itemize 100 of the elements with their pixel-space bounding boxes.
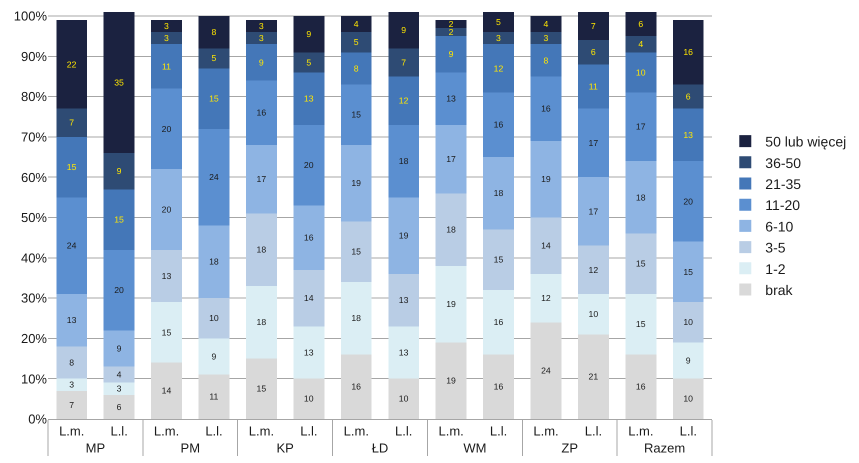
x-tick-label: L.l. [680,424,697,439]
data-label: 5 [354,37,359,48]
bar [578,12,609,40]
bar [56,197,88,294]
bar [388,12,420,48]
bar [530,140,562,218]
data-label: 10 [304,394,314,404]
data-label: 16 [541,104,551,114]
data-label: 6 [638,18,644,29]
bar [151,88,182,170]
bar [388,326,420,379]
legend-label: 1-2 [765,260,786,277]
data-label: 19 [446,376,456,386]
y-tick-label: 30% [20,290,48,306]
data-label: 11 [209,392,219,402]
bar [293,270,324,326]
data-label: 13 [304,347,314,358]
bar [246,32,277,44]
x-tick-label: L.m. [533,424,559,439]
data-label: 15 [351,110,362,120]
data-label: 18 [351,313,362,324]
bar [436,124,467,194]
bar [104,250,135,330]
data-label: 10 [588,309,598,320]
bar [388,48,420,76]
bar [625,294,656,355]
data-label: 3 [496,33,502,44]
text: Razem [644,440,686,456]
bar [104,382,135,395]
data-label: 13 [683,130,694,140]
data-label: 24 [66,240,77,251]
bar [340,144,372,222]
data-label: 9 [258,57,264,68]
bar [56,346,88,379]
data-label: 20 [683,196,694,206]
data-label: 15 [636,258,646,269]
data-label: 15 [162,327,172,338]
bar [436,28,467,36]
data-label: 10 [683,394,694,404]
data-label: 11 [588,81,598,92]
bar [198,68,230,129]
data-label: 12 [588,264,598,275]
x-tick-label: L.m. [59,424,84,439]
data-label: 16 [494,317,504,328]
data-label: 12 [398,96,409,106]
bar [340,84,372,145]
bar [104,12,135,154]
legend-label: 21-35 [765,176,802,192]
bar [340,354,372,419]
bar [530,16,562,32]
data-label: 17 [446,154,456,164]
x-tick-label: L.l. [395,424,412,439]
data-label: 8 [543,55,548,66]
data-label: 10 [636,67,646,78]
bar [104,153,135,190]
bar [56,108,88,137]
bar [293,124,324,206]
legend-label: 3-5 [765,240,786,256]
bar [483,290,514,355]
data-label: 17 [588,138,598,148]
bar [672,342,704,379]
data-label: 35 [114,77,124,88]
bar [530,274,562,322]
bar [198,338,230,375]
bar [578,64,609,109]
bar [530,76,562,141]
data-label: 7 [69,400,74,410]
y-tick-label: 0% [28,412,48,427]
data-label: 15 [114,214,124,224]
bar [483,354,514,419]
y-tick-label: 40% [20,250,48,266]
data-label: 7 [401,57,406,68]
bar [246,44,277,80]
bar [483,32,514,44]
bar [104,366,135,383]
bar [293,52,324,72]
bar [436,72,467,125]
data-label: 3 [116,384,122,394]
data-label: 16 [494,120,504,130]
bar [56,20,88,109]
bar [672,242,704,302]
bar [483,92,514,158]
bar [56,390,88,419]
data-label: 8 [211,27,216,38]
data-label: 15 [209,94,219,104]
data-label: 3 [164,33,170,44]
y-tick-label: 10% [20,371,48,386]
data-label: 24 [541,366,551,376]
text: WM [463,440,486,456]
legend-label: 50 lub więcej [765,134,846,150]
bar [198,48,230,68]
bar [672,84,704,109]
data-label: 13 [162,270,172,281]
y-tick-label: 50% [20,210,48,226]
bar [151,250,182,302]
data-label: 14 [304,293,314,303]
data-label: 13 [66,315,77,326]
x-tick-label: L.l. [490,424,508,439]
data-label: 12 [494,63,504,74]
bar [198,226,230,298]
